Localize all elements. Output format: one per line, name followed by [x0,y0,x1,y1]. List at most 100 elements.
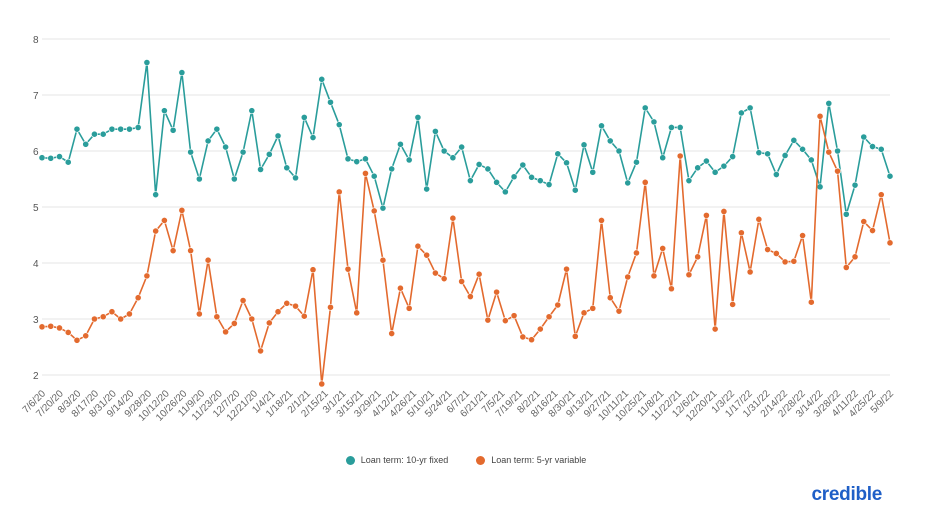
legend: Loan term: 10-yr fixed Loan term: 5-yr v… [0,455,932,465]
data-point [624,273,632,281]
data-point [265,319,273,327]
data-point [755,149,763,157]
y-tick-label: 5 [33,203,39,214]
data-point [615,307,623,315]
data-point [318,75,326,83]
data-point [825,148,833,156]
data-point [91,315,98,323]
data-point [641,104,649,112]
data-point [790,257,798,265]
data-point [772,250,780,257]
data-point [431,269,439,277]
data-point [501,188,509,196]
data-point [571,332,579,340]
data-point [335,188,343,196]
data-point [292,174,299,182]
data-point [877,145,885,153]
data-point [851,181,859,189]
data-point [414,242,422,250]
data-point [659,154,667,162]
data-point [536,325,544,333]
y-tick-label: 2 [33,371,39,382]
data-point [676,124,684,131]
data-point [160,217,168,224]
data-point [91,130,98,138]
data-point [38,154,46,162]
series-line-1 [41,115,891,385]
data-point [886,239,894,247]
data-point [327,303,334,311]
data-point [493,288,500,296]
data-point [764,150,772,158]
data-point [318,380,326,388]
data-point [108,125,116,133]
data-point [589,168,597,176]
data-point [764,246,772,253]
data-point [580,309,588,317]
data-point [414,114,422,121]
legend-item-10yr-fixed[interactable]: Loan term: 10-yr fixed [345,455,448,465]
data-point [633,249,640,257]
data-point [563,159,570,167]
data-point [746,104,754,112]
data-point [536,177,544,185]
data-point [344,265,352,273]
legend-item-5yr-variable[interactable]: Loan term: 5-yr variable [476,455,586,465]
data-point [283,164,291,172]
data-point [703,211,710,219]
data-point [309,134,317,141]
data-point [73,125,81,133]
data-point [606,294,614,302]
data-point [108,308,116,316]
data-point [187,247,195,255]
brand-logo: credible [811,484,883,505]
data-point [772,171,780,178]
data-point [362,155,369,163]
y-tick-label: 7 [33,91,39,102]
data-point [300,312,308,320]
data-point [38,323,46,331]
data-point [825,100,833,107]
data-point [851,253,859,261]
data-point [606,137,614,145]
data-point [799,145,806,153]
data-point [668,124,675,131]
data-point [239,148,247,156]
data-point [230,320,238,327]
data-point [47,322,55,330]
data-point [239,297,247,304]
data-point [117,315,125,323]
data-point [379,256,387,264]
data-point [834,167,841,175]
data-point [257,347,264,355]
data-point [370,207,378,215]
data-point [73,336,81,344]
data-point [703,157,710,165]
data-point [169,247,177,255]
data-point [134,294,142,302]
data-point [265,150,273,158]
data-point [466,177,474,185]
grid-lines [42,38,890,376]
data-point [248,107,256,115]
data-point [388,330,396,337]
data-point [598,122,605,130]
data-point [615,147,623,155]
data-point [187,148,195,156]
data-point [545,181,553,188]
data-point [729,301,737,308]
data-point [370,172,378,180]
data-point [886,172,894,180]
data-point [641,178,649,186]
legend-swatch-10yr-fixed [345,455,355,465]
data-point [82,140,90,148]
data-point [676,152,684,160]
data-point [134,124,142,131]
data-point [169,126,177,134]
data-point [160,107,168,115]
data-point [528,336,535,344]
data-point [860,133,868,141]
data-point [860,218,868,225]
data-point [650,272,658,280]
